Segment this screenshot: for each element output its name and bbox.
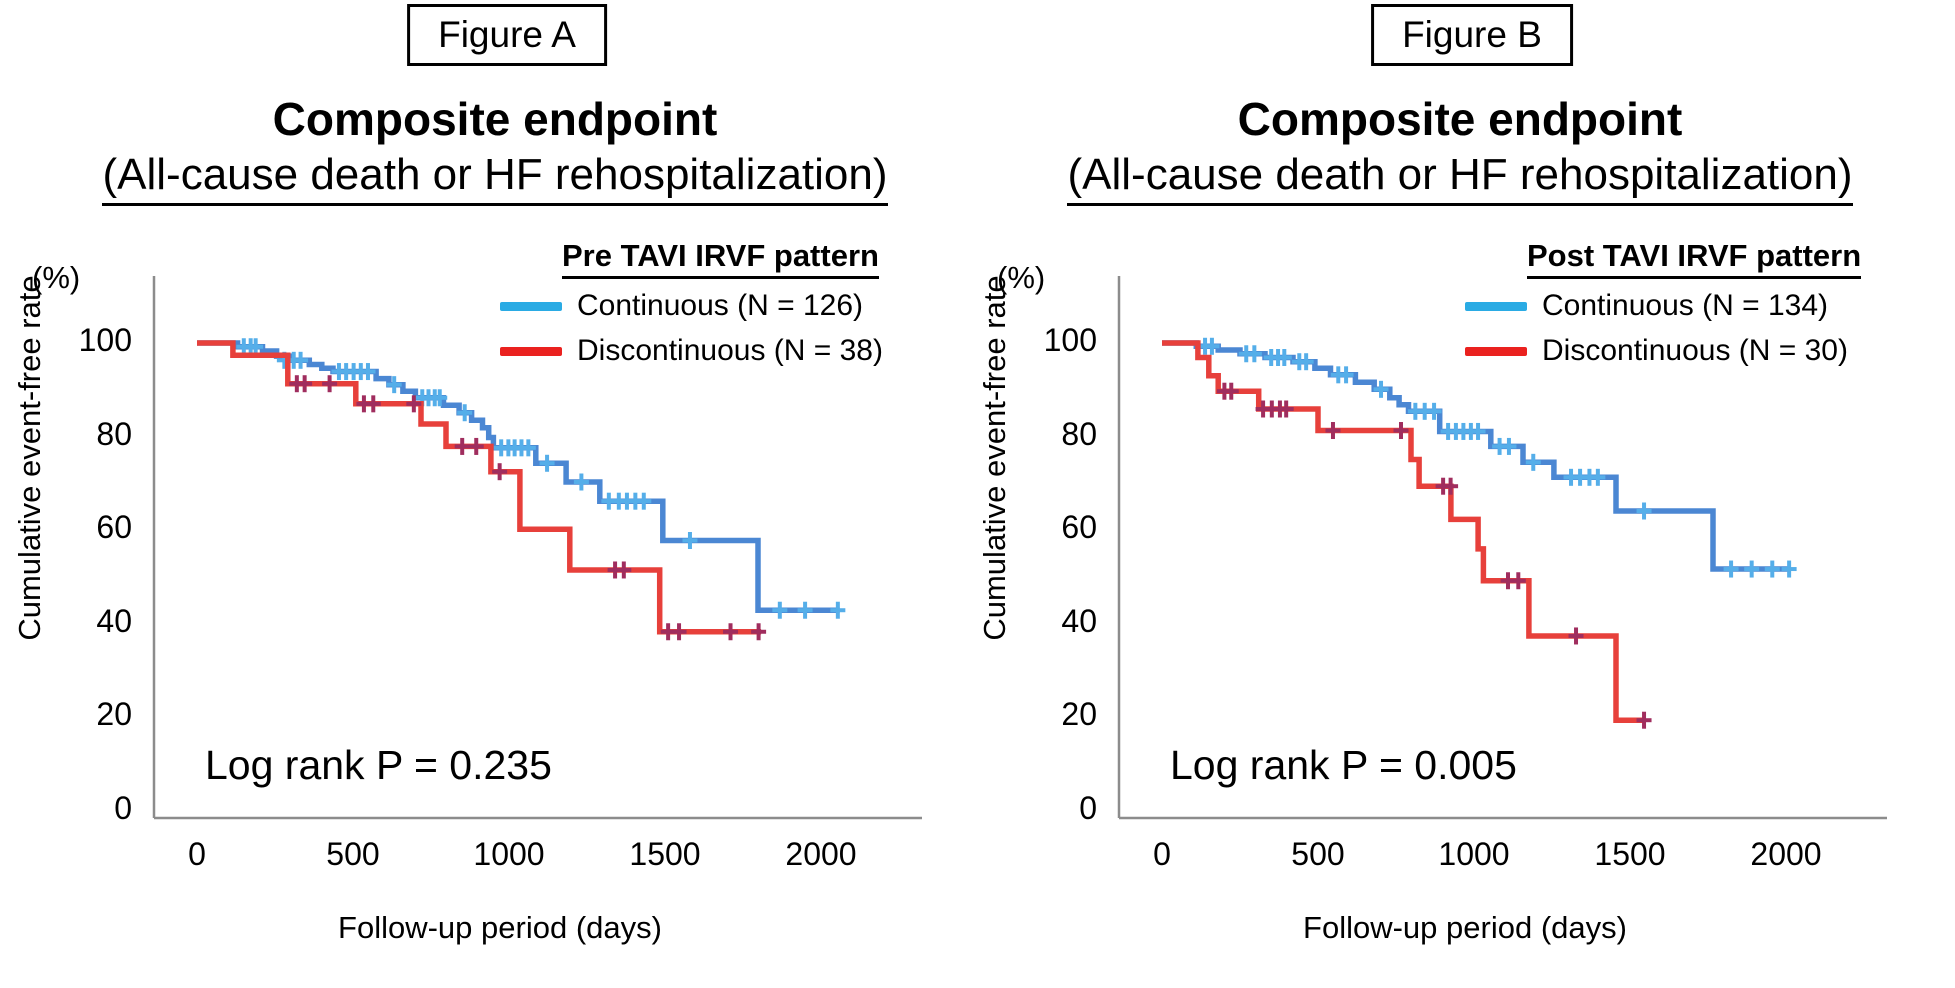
km-curve-discontinuous	[197, 340, 762, 635]
x-tick-label: 1500	[1594, 836, 1666, 872]
figure-b-box: Figure B	[1371, 4, 1573, 67]
panel-b-x-axis-label: Follow-up period (days)	[1303, 910, 1627, 945]
panel-a-y-axis-label: Cumulative event-free rate	[12, 275, 47, 641]
y-tick-label: 80	[1061, 415, 1097, 452]
continuous-line-swatch	[1465, 301, 1527, 311]
y-tick-label: 20	[1061, 696, 1097, 733]
panel-a-title: Composite endpoint	[272, 93, 718, 145]
panel-b-title: Composite endpoint	[1237, 93, 1683, 145]
x-tick-label: 500	[326, 836, 380, 872]
y-tick-label: 40	[96, 602, 132, 639]
figure-a-box: Figure A	[407, 4, 607, 67]
legend-item-discontinuous: Discontinuous (N = 30)	[1465, 333, 1955, 369]
figure-b-label: Figure B	[1402, 14, 1542, 55]
discontinuous-line-swatch	[1465, 346, 1527, 356]
continuous-line-swatch	[500, 301, 562, 311]
km-curve-discontinuous	[1162, 340, 1646, 723]
km-plot-b	[1117, 276, 1887, 820]
legend-item-continuous: Continuous (N = 126)	[500, 288, 990, 324]
panel-b-y-unit: (%)	[997, 260, 1046, 295]
panel-a-legend: Pre TAVI IRVF pattern Continuous (N = 12…	[500, 238, 990, 369]
x-tick-label: 0	[188, 836, 206, 872]
y-tick-label: 40	[1061, 602, 1097, 639]
legend-item-label: Continuous (N = 134)	[1542, 289, 1828, 322]
y-tick-label: 0	[1079, 790, 1097, 826]
legend-item-label: Discontinuous (N = 30)	[1542, 334, 1848, 367]
y-tick-label: 20	[96, 696, 132, 733]
x-tick-label: 1500	[629, 836, 701, 872]
x-tick-label: 2000	[1750, 836, 1822, 872]
y-tick-label: 80	[96, 415, 132, 452]
panel-a-log-rank: Log rank P = 0.235	[205, 742, 552, 788]
legend-item-label: Discontinuous (N = 38)	[577, 334, 883, 367]
x-tick-label: 500	[1291, 836, 1345, 872]
y-tick-label: 60	[96, 509, 132, 546]
discontinuous-line-swatch	[500, 346, 562, 356]
legend-item-continuous: Continuous (N = 134)	[1465, 288, 1955, 324]
panel-a-subtitle: (All-cause death or HF rehospitalization…	[0, 150, 990, 206]
panel-b-subtitle: (All-cause death or HF rehospitalization…	[965, 150, 1955, 206]
panel-figure-a: Figure A Composite endpoint (All-cause d…	[0, 4, 990, 945]
legend-item-discontinuous: Discontinuous (N = 38)	[500, 333, 990, 369]
panel-b-legend: Post TAVI IRVF pattern Continuous (N = 1…	[1465, 238, 1955, 369]
figure-a-label: Figure A	[438, 14, 576, 55]
panel-b-y-axis-label: Cumulative event-free rate	[977, 275, 1012, 641]
panel-b-log-rank: Log rank P = 0.005	[1170, 742, 1517, 788]
panel-b-legend-header: Post TAVI IRVF pattern	[1527, 238, 1862, 279]
x-tick-label: 1000	[473, 836, 545, 872]
x-tick-label: 0	[1153, 836, 1171, 872]
y-tick-label: 60	[1061, 509, 1097, 546]
panel-a-x-axis-label: Follow-up period (days)	[338, 910, 662, 945]
y-tick-label: 100	[78, 322, 132, 358]
panel-a-legend-header: Pre TAVI IRVF pattern	[562, 238, 879, 279]
legend-item-label: Continuous (N = 126)	[577, 289, 863, 322]
x-tick-label: 2000	[785, 836, 857, 872]
y-tick-label: 0	[114, 790, 132, 826]
y-tick-label: 100	[1043, 322, 1097, 358]
panel-a-y-unit: (%)	[32, 260, 81, 295]
km-plot-a	[152, 276, 922, 820]
panel-figure-b: Figure B Composite endpoint (All-cause d…	[965, 0, 1955, 988]
x-tick-label: 1000	[1438, 836, 1510, 872]
